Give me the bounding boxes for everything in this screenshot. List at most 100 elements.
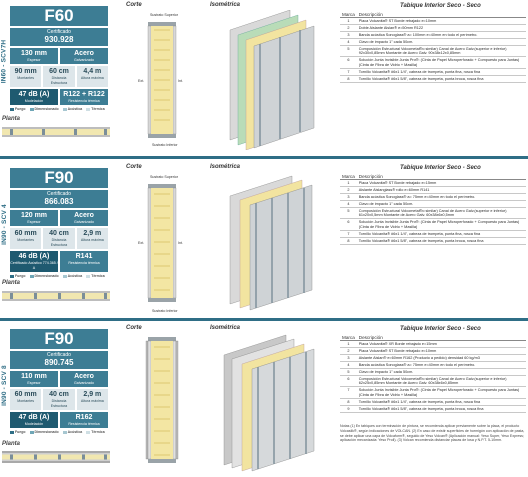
marca-cell: 4 — [340, 200, 357, 208]
table-row: 6 Solución Junta Invisible Junta Pro®: (C… — [340, 56, 526, 69]
table-row: 7 Solución Junta Invisible Junta Pro®: (C… — [340, 386, 526, 399]
description-cell: Tornillo Volcanita® #6x1 5/8", cabeza de… — [356, 75, 526, 83]
marca-cell: 5 — [340, 368, 357, 376]
marca-cell: 1 — [340, 340, 357, 348]
marca-cell: 8 — [340, 75, 357, 83]
fire-rating: F60 — [10, 6, 108, 26]
marca-cell: 8 — [340, 237, 357, 245]
svg-text:Ext.: Ext. — [138, 241, 144, 245]
description-cell: Tornillo Volcanita® #6x1 5/8", cabeza de… — [356, 405, 526, 413]
thermal-box: R162 Resistencia térmica — [60, 412, 108, 428]
isometric-view — [229, 175, 313, 311]
marca-cell: 2 — [340, 186, 357, 194]
studs-box: 60 mm Montantes — [10, 228, 42, 249]
svg-text:Sustrato Inferior: Sustrato Inferior — [152, 143, 178, 147]
marca-cell: 4 — [340, 361, 357, 369]
certificate: Certificado 890.745 — [10, 351, 108, 369]
spacing-box: 40 cm Distancia Estructura — [43, 228, 75, 249]
fire-rating: F90 — [10, 329, 108, 349]
fire-rating: F90 — [10, 168, 108, 188]
marca-cell: 5 — [340, 207, 357, 220]
corte-header: Corte — [126, 2, 142, 8]
description-cell: Aislante Aislanglass® rollo e=60mm R141 — [356, 186, 526, 194]
table-row: 4 Clavo de impacto 1" cada 50cm. — [340, 200, 526, 208]
iso-header: Isométrica — [210, 164, 241, 170]
planta-label: Planta — [2, 116, 21, 122]
table-row: 2 Placa Volcanita® ST Borde rebajado e=10… — [340, 347, 526, 355]
legend: Fuego Dimensionado Acústica Térmica — [10, 274, 108, 278]
table-row: 4 Clavo de impacto 1" cada 50cm. — [340, 38, 526, 46]
legend: Fuego Dimensionado Acústica Térmica — [10, 430, 108, 434]
marca-cell: 6 — [340, 375, 357, 388]
marca-cell: 3 — [340, 31, 357, 39]
section-cut: Sustrato Superior Ext. Int. Sustrato Inf… — [138, 13, 183, 147]
material-box: Acero Galvanizado — [60, 48, 108, 64]
thickness-box: 110 mm Espesor — [10, 371, 58, 387]
thermal-box: R122 + R122 Resistencia térmica — [60, 89, 108, 105]
table-row: 1 Placa Volcanita® XR Borde rebajado e=15… — [340, 340, 526, 348]
description-cell: Banda acústica Sonoglass® a= 75mm e=40mm… — [356, 193, 526, 201]
material-box: Acero Galvanizado — [60, 210, 108, 226]
thermal-box: R141 Resistencia térmica — [60, 251, 108, 272]
table-title: Tabique Interior Seco - Seco — [400, 165, 481, 171]
description-cell: Banda acústica Sonoglass® a= 100mm e=40m… — [356, 31, 526, 39]
planta-label: Planta — [2, 441, 21, 447]
marca-cell: 7 — [340, 68, 357, 76]
section-cut — [145, 337, 179, 463]
acoustic-box: 46 dB (A) Certificado Acústico 774.365 / … — [10, 251, 58, 272]
system-code: IN60 - SCV7H — [0, 39, 8, 83]
section-3: IN90 - SCV 8 F90 Certificado 890.745 110… — [0, 323, 528, 477]
table-row: 9 Tornillo Volcanita® #6x1 5/8", cabeza d… — [340, 405, 526, 413]
description-cell: Placa Volcanita® ST Borde rebajado e=10m… — [356, 347, 526, 355]
marca-cell: 2 — [340, 347, 357, 355]
description-cell: Composición Estructural Volcometal®o sim… — [356, 375, 526, 388]
plan-view — [2, 127, 110, 137]
table-row: 2 Doble Aislante Aislan® e=50mm R122 — [340, 24, 526, 32]
description-cell: Tornillo Volcanita® #6x1 1/4", cabeza de… — [356, 68, 526, 76]
height-box: 4,4 m Altura máxima — [76, 66, 108, 87]
description-cell: Placa Volcanita® ST Borde rebajado e=10m… — [356, 17, 526, 25]
materials-table: Marca Descripción 1 Placa Volcanita® ST Bo… — [340, 173, 526, 245]
studs-box: 90 mm Montantes — [10, 66, 42, 87]
description-cell: Doble Aislante Aislan® e=50mm R122 — [356, 24, 526, 32]
thickness-box: 130 mm Espesor — [10, 48, 58, 64]
table-title: Tabique Interior Seco - Seco — [400, 326, 481, 332]
marca-cell: 5 — [340, 45, 357, 58]
spec-panel: F90 Certificado 890.745 110 mm Espesor Ac… — [10, 329, 108, 434]
iso-header: Isométrica — [210, 2, 241, 8]
table-row: 6 Solución Junta Invisible Junta Pro®: (C… — [340, 218, 526, 231]
plan-view — [2, 291, 110, 301]
marca-cell: 2 — [340, 24, 357, 32]
description-cell: Tornillo Volcanita® #6x1 1/4", cabeza de… — [356, 398, 526, 406]
description-cell: Clavo de impacto 1" cada 50cm. — [356, 38, 526, 46]
table-row: 2 Aislante Aislanglass® rollo e=60mm R141 — [340, 186, 526, 194]
description-cell: Solución Junta Invisible Junta Pro®: (Ci… — [356, 56, 526, 69]
table-row: 7 Tornillo Volcanita® #6x1 1/4", cabeza d… — [340, 230, 526, 238]
spacing-box: 40 cm Distancia Estructura — [43, 389, 75, 410]
corte-header: Corte — [126, 325, 142, 331]
material-box: Acero Galvanizado — [60, 371, 108, 387]
spec-panel: F90 Certificado 866.083 120 mm Espesor Ac… — [10, 168, 108, 278]
section-cut: Sustrato Superior Ext. Int. Sustrato Inf… — [138, 175, 183, 313]
svg-text:Sustrato Superior: Sustrato Superior — [150, 13, 179, 17]
table-row: 8 Tornillo Volcanita® #6x1 5/8", cabeza d… — [340, 75, 526, 83]
system-code: IN90 - SCV 4 — [0, 203, 8, 245]
section-1: IN60 - SCV7H F60 Certificado 930.928 130… — [0, 0, 528, 151]
table-row: 5 Composición Estructural Volcometal®o si… — [340, 45, 526, 58]
svg-text:Sustrato Inferior: Sustrato Inferior — [152, 309, 178, 313]
description-cell: Banda acústica Sonoglass® a= 75mm e=40mm… — [356, 361, 526, 369]
system-code: IN90 - SCV 8 — [0, 364, 8, 406]
spacing-box: 60 cm Distancia Estructura — [43, 66, 75, 87]
table-row: 7 Tornillo Volcanita® #6x1 1/4", cabeza d… — [340, 68, 526, 76]
marca-cell: 9 — [340, 405, 357, 413]
marca-cell: 1 — [340, 179, 357, 187]
acoustic-box: 47 dB (A) Modelación — [10, 89, 58, 105]
description-cell: Tornillo Volcanita® #6x1 5/8", cabeza de… — [356, 237, 526, 245]
description-cell: Placa Volcanita® ST Borde rebajado e=15m… — [356, 179, 526, 187]
height-box: 2,9 m Altura máxima — [76, 389, 108, 410]
legend: Fuego Dimensionado Acústica Térmica — [10, 107, 108, 111]
description-cell: Placa Volcanita® XR Borde rebajado e=15m… — [356, 340, 526, 348]
table-row: 8 Tornillo Volcanita® #6x1 5/8", cabeza d… — [340, 237, 526, 245]
spec-panel: F60 Certificado 930.928 130 mm Espesor Ac… — [10, 6, 108, 111]
svg-text:Ext.: Ext. — [138, 79, 144, 83]
